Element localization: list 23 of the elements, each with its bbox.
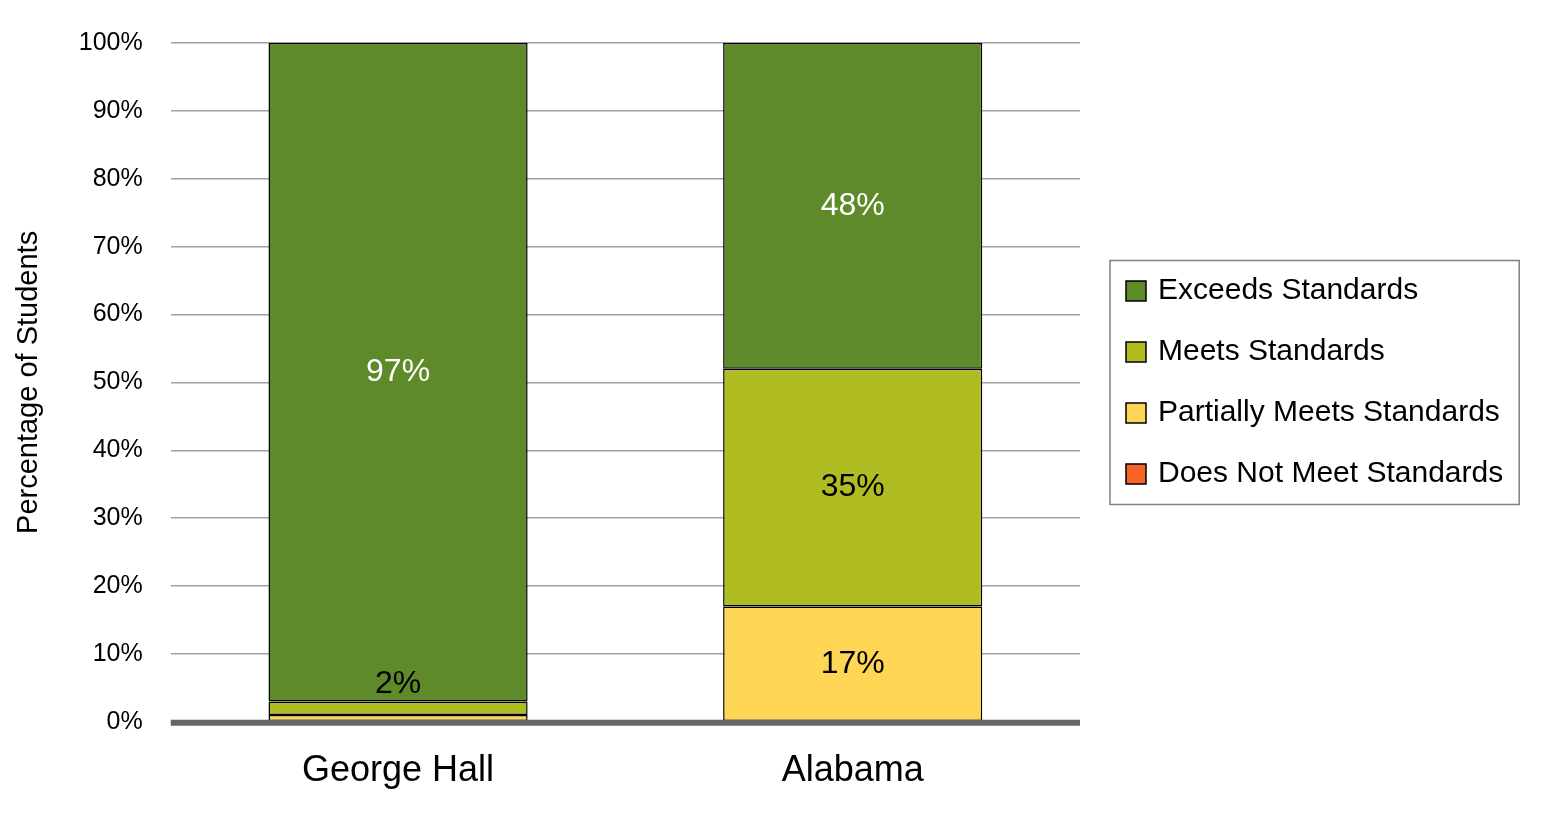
y-tick-label: 30% xyxy=(92,502,143,531)
data-label: 48% xyxy=(820,185,885,222)
y-tick-label: 50% xyxy=(92,366,143,395)
legend-label: Meets Standards xyxy=(1158,333,1385,367)
y-tick-label: 90% xyxy=(92,94,143,123)
x-tick-label: George Hall xyxy=(302,748,495,790)
y-tick-label: 10% xyxy=(92,637,143,666)
data-label: 2% xyxy=(374,664,422,701)
y-tick-label: 20% xyxy=(92,569,143,598)
y-axis-title: Percentage of Students xyxy=(11,230,44,534)
y-tick-label: 80% xyxy=(92,162,143,191)
legend-label: Partially Meets Standards xyxy=(1158,394,1500,428)
y-tick-label: 100% xyxy=(78,26,143,55)
legend-label: Does Not Meet Standards xyxy=(1158,455,1504,489)
legend-label: Exceeds Standards xyxy=(1158,272,1419,306)
y-tick-label: 40% xyxy=(92,434,143,463)
y-tick-label: 60% xyxy=(92,298,143,327)
y-tick-label: 70% xyxy=(92,230,143,259)
x-tick-label: Alabama xyxy=(781,748,925,790)
data-label: 17% xyxy=(820,643,885,680)
data-label: 35% xyxy=(820,467,885,504)
data-label: 97% xyxy=(366,352,431,389)
y-tick-label: 0% xyxy=(106,705,143,734)
